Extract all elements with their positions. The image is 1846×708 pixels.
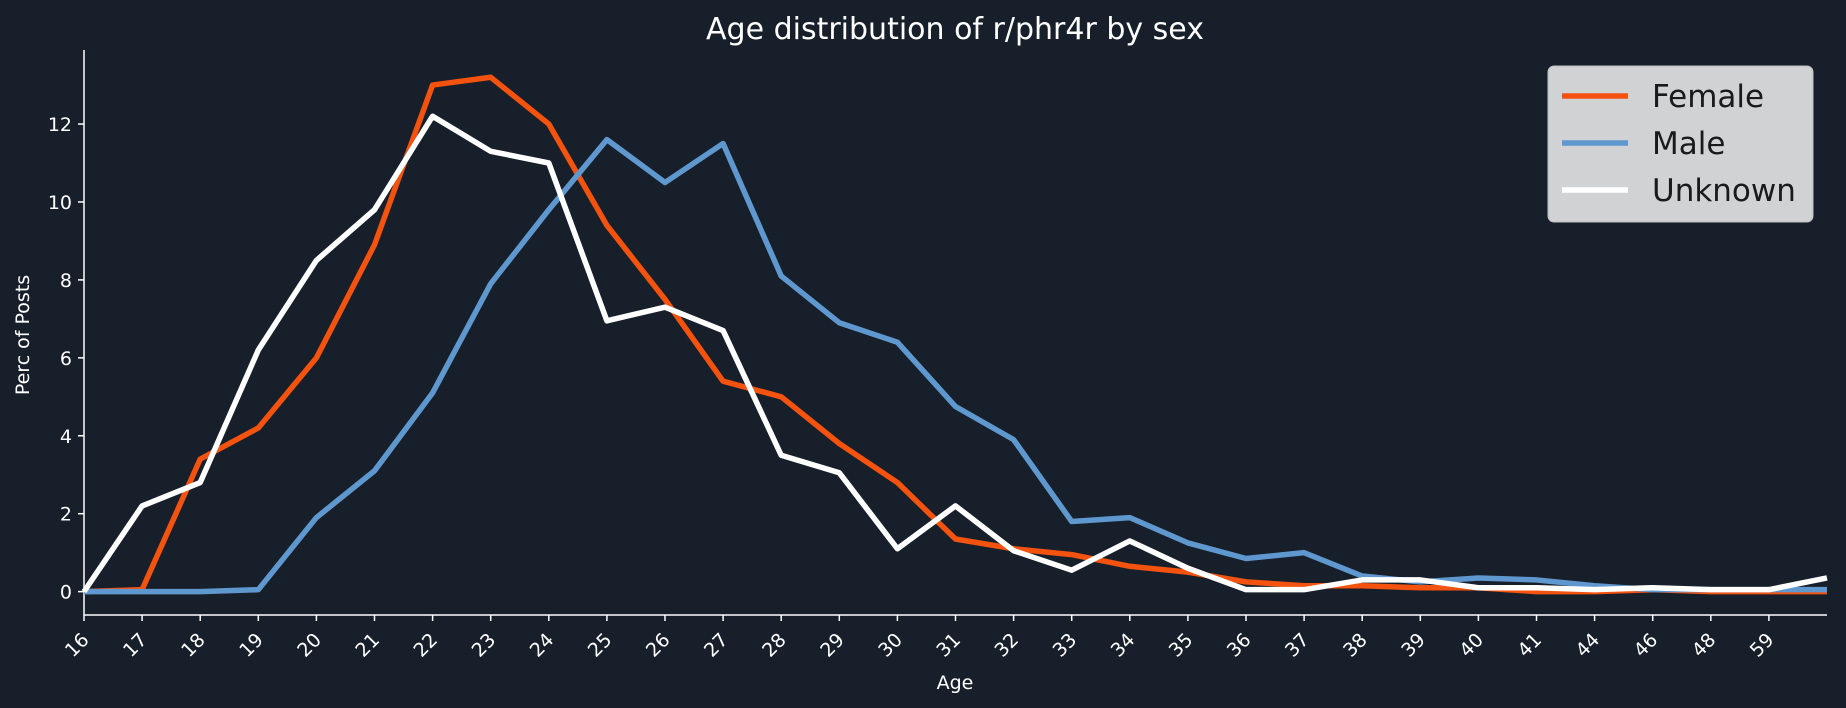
series-lines [81, 74, 1828, 595]
x-axis-title: Age [937, 672, 974, 694]
chart-title: Age distribution of r/phr4r by sex [706, 12, 1204, 47]
y-tick-label: 0 [60, 582, 72, 604]
x-tick-label: 19 [235, 629, 268, 662]
x-tick-label: 44 [1571, 629, 1604, 662]
x-tick-label: 59 [1746, 629, 1779, 662]
x-tick-label: 21 [351, 629, 384, 662]
x-tick-label: 24 [526, 629, 559, 662]
x-tick-label: 46 [1630, 629, 1663, 662]
x-tick-label: 37 [1281, 629, 1314, 662]
y-axis-title: Perc of Posts [12, 275, 34, 395]
y-tick-label: 12 [48, 114, 72, 136]
x-tick-label: 22 [409, 629, 442, 662]
legend-label: Female [1652, 79, 1764, 115]
x-tick-label: 27 [700, 629, 733, 662]
x-tick-label: 32 [990, 629, 1023, 662]
y-tick-label: 6 [60, 348, 72, 370]
legend: Female Male Unknown [1547, 65, 1814, 223]
x-tick-label: 33 [1049, 629, 1082, 662]
x-tick-label: 25 [584, 629, 617, 662]
x-tick-label: 18 [177, 629, 210, 662]
x-tick-label: 29 [816, 629, 849, 662]
x-tick-label: 23 [468, 629, 501, 662]
x-tick-label: 48 [1688, 629, 1721, 662]
series-line-male [84, 136, 1827, 595]
legend-label: Unknown [1652, 173, 1796, 209]
x-tick-label: 17 [119, 629, 152, 662]
series-line-unknown [81, 113, 1828, 594]
x-tick-label: 35 [1165, 629, 1198, 662]
y-tick-label: 10 [48, 192, 72, 214]
y-tick-label: 8 [60, 270, 72, 292]
x-tick-label: 36 [1223, 629, 1256, 662]
x-tick-label: 30 [874, 629, 907, 662]
x-tick-label: 40 [1455, 629, 1488, 662]
x-tick-label: 28 [758, 629, 791, 662]
x-tick-label: 34 [1107, 629, 1140, 662]
x-tick-label: 39 [1397, 629, 1430, 662]
series-line-female [83, 74, 1827, 595]
y-tick-label: 2 [60, 504, 72, 526]
x-tick-label: 38 [1339, 629, 1372, 662]
x-tick-label: 16 [61, 629, 94, 662]
y-tick-label: 4 [60, 426, 72, 448]
x-tick-label: 31 [932, 629, 965, 662]
x-tick-label: 26 [642, 629, 675, 662]
x-tick-label: 41 [1513, 629, 1546, 662]
legend-box [1547, 65, 1814, 223]
x-tick-label: 20 [293, 629, 326, 662]
legend-label: Male [1652, 126, 1725, 162]
